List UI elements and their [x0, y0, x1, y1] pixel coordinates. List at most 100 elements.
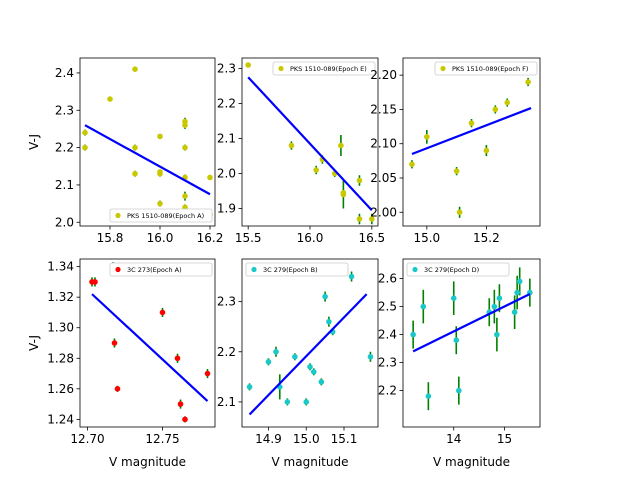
- y-tick-label: 2.3: [217, 295, 236, 309]
- x-axis-title: V magnitude: [109, 455, 186, 469]
- y-tick-label: 2.0: [217, 167, 236, 181]
- data-point: [265, 359, 272, 365]
- data-point: [456, 387, 462, 394]
- y-tick-label: 1.24: [47, 412, 74, 426]
- data-point: [182, 122, 188, 128]
- data-point: [174, 355, 181, 362]
- data-point: [424, 134, 430, 140]
- y-tick-label: 2.2: [217, 97, 236, 111]
- legend-marker: [115, 266, 121, 273]
- data-point: [292, 353, 298, 360]
- y-tick-label: 1.28: [47, 351, 74, 365]
- data-point: [409, 161, 415, 168]
- legend: PKS 1510-089(Epoch A): [109, 208, 213, 223]
- fit-line: [412, 293, 531, 353]
- data-point: [356, 216, 363, 222]
- y-tick-label: 2.4: [55, 66, 74, 80]
- legend-marker: [278, 65, 284, 72]
- legend-label: 3C 273(Epoch A): [127, 266, 182, 274]
- subplot-6: 14 15 2.2 2.3 2.4 2.5 2.6 3C 279(Epoch D) V magn…: [378, 258, 541, 469]
- y-tick-label: 2.3: [217, 62, 236, 76]
- data-point: [511, 309, 518, 316]
- subplot-4: 12.70 12.75 1.24 1.26 1.28 1.30 1.32 1.34 3C 273…: [27, 258, 216, 469]
- data-point: [157, 133, 163, 140]
- data-point: [348, 273, 355, 280]
- legend-marker: [115, 212, 121, 219]
- y-axis-title: V-J: [27, 335, 41, 351]
- y-tick-label: 1.34: [47, 260, 74, 274]
- data-point: [369, 216, 375, 222]
- axes-frame: [402, 57, 541, 227]
- subplot-5: 14.9 15.0 15.1 2.1 2.2 2.3 3C 279(Epoch B) V ma…: [217, 258, 379, 469]
- axes-frame: [79, 57, 216, 227]
- x-tick-label: 15.2: [473, 231, 500, 245]
- data-point: [453, 168, 460, 174]
- x-tick-label: 15.0: [293, 432, 320, 446]
- x-tick-label: 16.2: [197, 231, 224, 245]
- legend-label: 3C 279(Epoch B): [263, 266, 318, 274]
- y-tick-label: 2.3: [55, 103, 74, 117]
- y-tick-label: 2.1: [55, 178, 74, 192]
- y-tick-label: 1.30: [47, 321, 74, 335]
- fit-line: [411, 107, 532, 156]
- data-point: [245, 62, 251, 68]
- y-tick-label: 2.1: [217, 395, 236, 409]
- data-point: [246, 384, 253, 390]
- y-tick-label: 2.2: [378, 384, 397, 398]
- legend-box: [406, 262, 510, 277]
- data-point: [182, 193, 188, 199]
- data-point: [496, 295, 503, 302]
- legend-box: [245, 262, 349, 277]
- data-point: [111, 340, 118, 346]
- data-point: [453, 337, 460, 344]
- y-tick-label: 2.0: [55, 215, 74, 229]
- subplot-3: 15.0 15.2 2.00 2.05 2.10 2.15 2.20 PKS 1510-089…: [370, 57, 541, 245]
- legend-label: PKS 1510-089(Epoch F): [452, 65, 528, 73]
- x-axis-title: V magnitude: [272, 455, 349, 469]
- data-point: [182, 144, 188, 151]
- data-point: [132, 66, 138, 72]
- y-tick-label: 2.5: [378, 300, 397, 314]
- data-point: [318, 379, 325, 385]
- fit-line: [91, 293, 209, 402]
- data-point: [492, 106, 499, 113]
- data-point: [207, 174, 213, 181]
- data-point: [322, 293, 328, 300]
- data-point: [483, 147, 490, 154]
- x-tick-label: 16.0: [147, 231, 174, 245]
- x-axis-title: V magnitude: [433, 455, 510, 469]
- y-tick-label: 1.9: [217, 202, 236, 216]
- x-tick-label: 16.0: [297, 231, 324, 245]
- data-point: [340, 189, 347, 196]
- subplot-1: 15.8 16.0 16.2 2.0 2.1 2.2 2.3 2.4 PKS 1510-089(…: [27, 57, 224, 245]
- data-point: [284, 399, 291, 405]
- legend-box: [434, 61, 538, 76]
- data-point: [273, 348, 279, 355]
- data-point: [204, 370, 211, 377]
- y-tick-label: 2.00: [370, 205, 397, 219]
- subplot-2: 15.5 16.0 16.5 1.9 2.0 2.1 2.2 2.3 PKS 1510-089(…: [217, 57, 385, 245]
- data-point: [307, 364, 313, 370]
- y-tick-label: 2.4: [378, 328, 397, 342]
- data-point: [313, 167, 319, 173]
- fit-line: [248, 293, 368, 416]
- data-point: [410, 331, 416, 338]
- data-point: [504, 99, 511, 106]
- data-point: [288, 142, 295, 149]
- y-tick-label: 2.2: [55, 141, 74, 155]
- y-tick-label: 2.1: [217, 132, 236, 146]
- x-tick-label: 15.8: [97, 231, 124, 245]
- data-point: [82, 129, 88, 136]
- data-point: [326, 318, 332, 325]
- data-point: [491, 303, 498, 310]
- y-tick-label: 2.20: [370, 68, 397, 82]
- axes-frame: [241, 57, 379, 227]
- legend: 3C 273(Epoch A): [109, 262, 213, 277]
- fit-line: [247, 76, 373, 211]
- legend-box: [109, 262, 213, 277]
- x-tick-label: 14.9: [255, 432, 282, 446]
- legend: PKS 1510-089(Epoch F): [434, 61, 538, 76]
- data-point: [456, 209, 463, 216]
- legend: PKS 1510-089(Epoch E): [272, 61, 376, 76]
